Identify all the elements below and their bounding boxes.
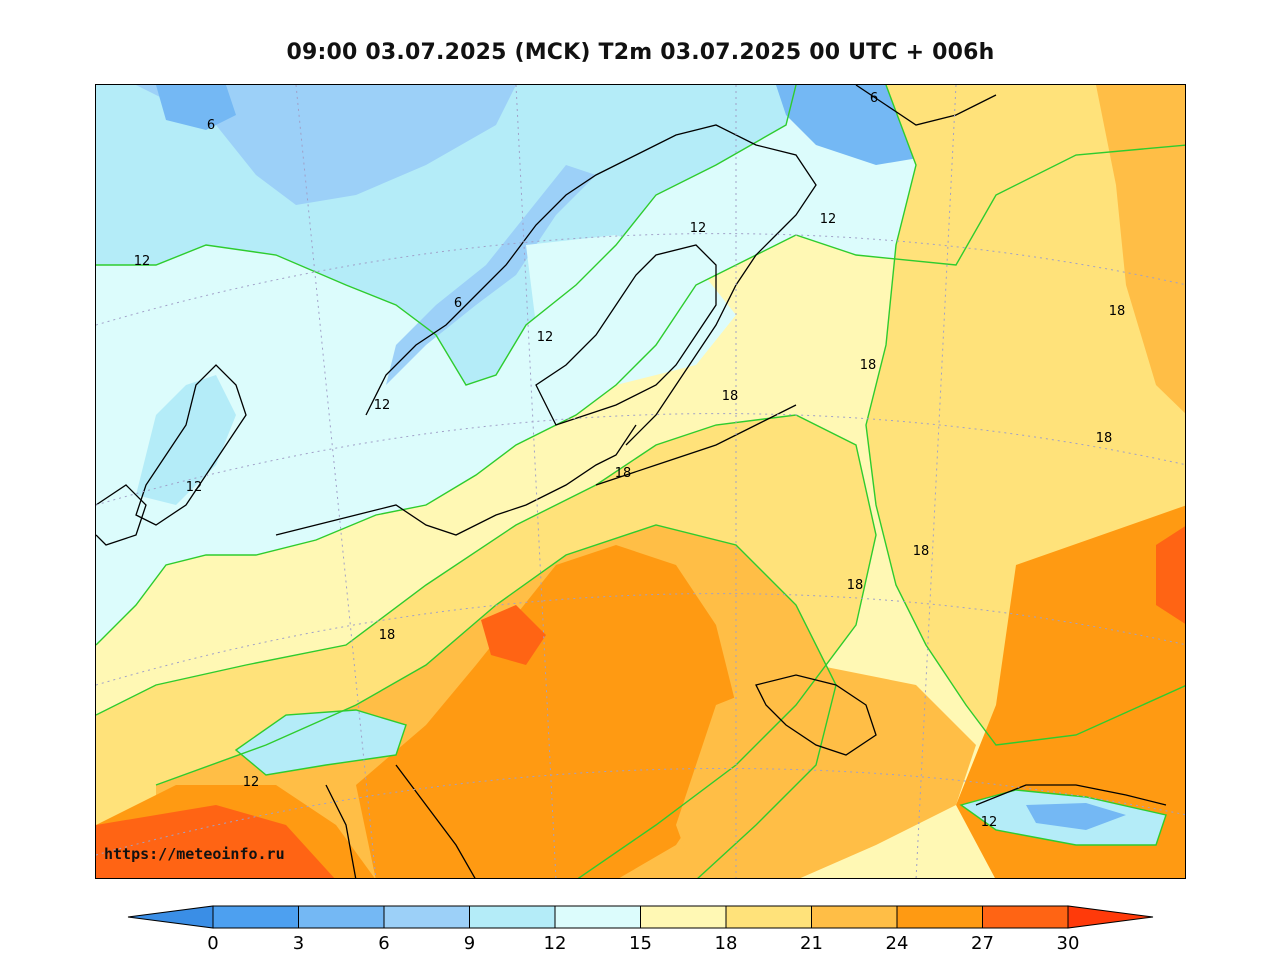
contour-label: 18 [615, 466, 632, 481]
contour-label: 12 [690, 221, 707, 236]
colorbar-tick-label: 12 [544, 933, 567, 954]
zone-12-15-gulf [526, 235, 736, 385]
colorbar-bin [554, 905, 641, 929]
colorbar-bin [640, 905, 727, 929]
colorbar-bin [982, 905, 1069, 929]
contour-label: 12 [820, 212, 837, 227]
contour-label: 6 [870, 91, 878, 106]
colorbar-tick-label: 30 [1057, 933, 1080, 954]
graticule [96, 85, 1185, 878]
colorbar-tick-label: 0 [207, 933, 218, 954]
zone-24-27-kazakh [956, 505, 1185, 878]
contour-label: 12 [134, 254, 151, 269]
colorbar: 0 3 6 9 12 15 18 21 24 27 30 [127, 905, 1154, 954]
colorbar-tick-label: 27 [971, 933, 994, 954]
coastlines [96, 85, 1167, 878]
contour-label: 18 [379, 628, 396, 643]
contour-label: 12 [186, 480, 203, 495]
contour-labels: 6 6 6 12 12 12 12 12 12 12 12 18 18 18 1… [134, 91, 1126, 830]
colorbar-extend-high [1067, 905, 1154, 929]
colorbar-bin [212, 905, 299, 929]
contour-label: 18 [1109, 304, 1126, 319]
contour-label: 18 [913, 544, 930, 559]
zone-caucasus-core [1026, 803, 1126, 830]
contour-lines [96, 85, 1185, 878]
colorbar-tick-label: 15 [629, 933, 652, 954]
contour-label: 18 [847, 578, 864, 593]
colorbar-tick-label: 3 [293, 933, 304, 954]
colorbar-bin [298, 905, 385, 929]
zone-21-24-ukraine [676, 665, 976, 878]
colorbar-tick-label: 21 [800, 933, 823, 954]
colorbar-bin [383, 905, 470, 929]
colorbar-tick-label: 18 [715, 933, 738, 954]
zone-27-30-kazakh [1156, 526, 1185, 624]
zone-27-30-poland [481, 605, 546, 665]
zone-24-27-central [356, 545, 736, 878]
temperature-map[interactable]: 6 6 6 12 12 12 12 12 12 12 12 18 18 18 1… [95, 84, 1186, 879]
colorbar-bin [896, 905, 983, 929]
contour-label: 6 [454, 296, 462, 311]
zone-alps-cold [236, 710, 406, 775]
contour-label: 12 [981, 815, 998, 830]
zone-27-30-italy [96, 805, 335, 878]
contour-label: 18 [1096, 431, 1113, 446]
contour-label: 18 [860, 358, 877, 373]
colorbar-bin [469, 905, 556, 929]
colorbar-bin [725, 905, 812, 929]
contour-label: 12 [243, 775, 260, 790]
chart-title: 09:00 03.07.2025 (MCK) T2m 03.07.2025 00… [286, 40, 995, 65]
colorbar-bin [811, 905, 898, 929]
source-url: https://meteoinfo.ru [104, 845, 285, 863]
colorbar-tick-label: 24 [886, 933, 909, 954]
zone-6-9-iceland [156, 85, 236, 130]
contour-label: 6 [207, 118, 215, 133]
colorbar-extend-low [127, 905, 214, 929]
colorbar-tick-label: 9 [464, 933, 475, 954]
colorbar-tick-label: 6 [378, 933, 389, 954]
zone-21-24-far-east [1096, 85, 1185, 414]
contour-label: 18 [722, 389, 739, 404]
zone-9-12-uk [136, 375, 236, 505]
contour-label: 12 [537, 330, 554, 345]
contour-label: 12 [374, 398, 391, 413]
